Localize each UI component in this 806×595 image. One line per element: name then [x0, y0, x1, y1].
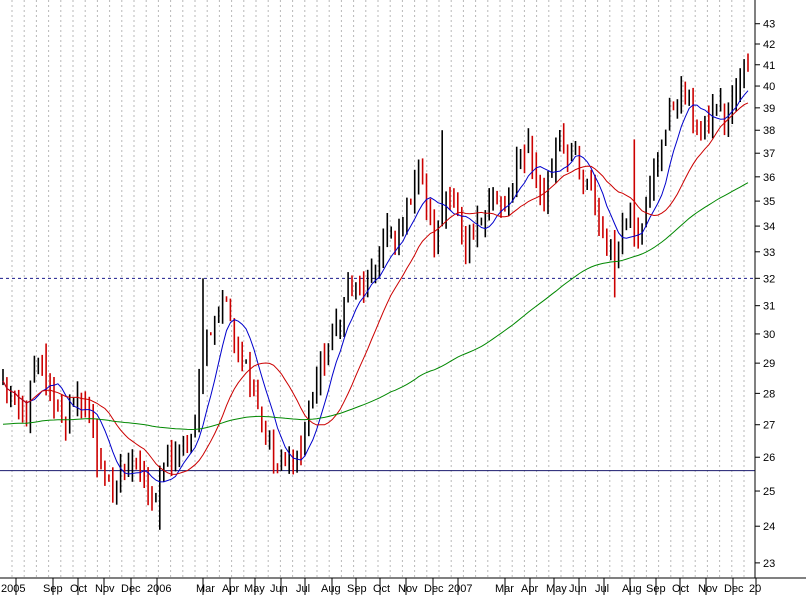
y-tick-label: 35 [763, 196, 775, 208]
x-tick-label: Oct [373, 583, 390, 595]
x-tick-label: Aug [622, 583, 642, 595]
x-tick-label: Jul [296, 583, 310, 595]
y-tick-label: 23 [763, 558, 775, 570]
x-tick-label: Apr [521, 583, 538, 595]
x-tick-label: Dec [724, 583, 744, 595]
vertical-gridlines [11, 0, 745, 578]
reference-lines [0, 277, 755, 472]
y-tick-label: 39 [763, 103, 775, 115]
y-tick-label: 32 [763, 273, 775, 285]
x-tick-label: Jun [569, 583, 587, 595]
y-tick-label: 29 [763, 358, 775, 370]
x-tick-label: May [546, 583, 567, 595]
x-tick-label: Jun [270, 583, 288, 595]
x-tick-label: Nov [698, 583, 718, 595]
x-tick-label: Apr [222, 583, 239, 595]
x-tick-label: Dec [424, 583, 444, 595]
x-tick-label: May [244, 583, 265, 595]
x-tick-label: Oct [672, 583, 689, 595]
y-tick-label: 28 [763, 388, 775, 400]
y-tick-label: 25 [763, 486, 775, 498]
x-tick-label: 20 [749, 583, 761, 595]
x-tick-label: 2007 [448, 583, 472, 595]
y-tick-label: 24 [763, 521, 775, 533]
x-tick-label: Sep [347, 583, 367, 595]
y-tick-label: 38 [763, 125, 775, 137]
moving-average-line [2, 182, 749, 431]
y-axis-panel [755, 0, 806, 578]
y-tick-label: 42 [763, 39, 775, 51]
x-tick-label: Sep [43, 583, 63, 595]
y-tick-label: 26 [763, 452, 775, 464]
moving-average-line [2, 90, 749, 483]
x-tick-label: Nov [95, 583, 115, 595]
y-tick-label: 30 [763, 329, 775, 341]
y-tick-label: 43 [763, 19, 775, 31]
x-tick-label: Nov [398, 583, 418, 595]
y-tick-label: 31 [763, 301, 775, 313]
x-tick-label: Mar [495, 583, 514, 595]
moving-average-line [2, 102, 749, 475]
x-tick-label: Oct [70, 583, 87, 595]
y-tick-label: 37 [763, 148, 775, 160]
y-tick-label: 41 [763, 60, 775, 72]
y-tick-label: 40 [763, 81, 775, 93]
y-axis-ticks: 23 24 25 26 27 28 29 30 31 32 33 34 35 36 37 38 39 40 41 42… [755, 19, 775, 570]
x-tick-label: 2006 [147, 583, 171, 595]
x-tick-label: Jul [595, 583, 609, 595]
moving-average-lines [2, 90, 749, 483]
y-tick-label: 36 [763, 172, 775, 184]
y-tick-label: 34 [763, 221, 775, 233]
x-tick-label: Sep [646, 583, 666, 595]
x-axis-ticks: 2005 Sep Oct Nov Dec 2006 Mar Apr May Jun Jul Aug Se… [1, 578, 761, 595]
x-tick-label: Aug [321, 583, 341, 595]
y-tick-label: 27 [763, 420, 775, 432]
price-bars [2, 53, 749, 530]
x-tick-label: Dec [121, 583, 141, 595]
x-tick-label: 2005 [1, 583, 25, 595]
y-tick-label: 33 [763, 247, 775, 259]
x-tick-label: Mar [196, 583, 215, 595]
